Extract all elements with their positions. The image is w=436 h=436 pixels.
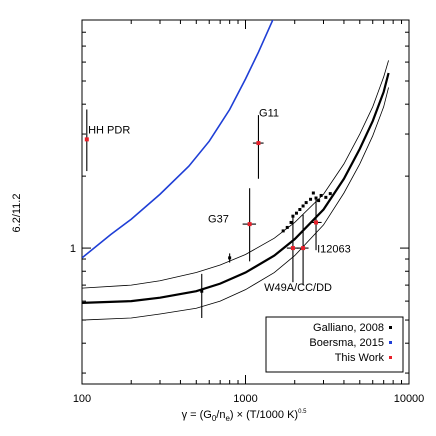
axis-ticks xyxy=(81,19,410,384)
data-point-this-work xyxy=(84,137,89,142)
data-point-galliano xyxy=(304,201,308,205)
axis-tick-labels: 100 1000 10000 1 xyxy=(70,243,424,405)
annotation-label: HH PDR xyxy=(88,124,130,136)
data-point-this-work xyxy=(256,141,261,146)
data-point-galliano xyxy=(328,192,332,196)
data-point-galliano xyxy=(319,193,323,197)
legend: Galliano, 2008 Boersma, 2015 This Work xyxy=(265,316,404,373)
data-points xyxy=(84,137,332,293)
data-point-galliano xyxy=(314,196,318,200)
x-tick-label: 100 xyxy=(73,393,91,405)
y-axis-label: 6.2/11.2 xyxy=(11,194,23,233)
annotation-label: G37 xyxy=(208,213,229,225)
x-axis-label-main: γ = (G xyxy=(182,409,212,421)
data-point-galliano xyxy=(309,197,313,201)
legend-marker-galliano xyxy=(389,326,392,329)
data-point-this-work xyxy=(290,246,295,251)
model-curve-thin xyxy=(82,87,389,321)
legend-label-galliano: Galliano, 2008 xyxy=(313,322,384,334)
data-point-galliano xyxy=(289,220,293,224)
data-point-galliano xyxy=(228,256,232,260)
data-point-galliano xyxy=(324,195,328,199)
model-curves xyxy=(82,20,390,321)
x-axis-label-sub0: 0 xyxy=(212,414,217,423)
legend-label-boersma: Boersma, 2015 xyxy=(309,337,384,349)
data-point-this-work xyxy=(247,222,252,227)
x-axis-label-mid: /n xyxy=(216,409,225,421)
data-point-galliano xyxy=(294,211,298,215)
legend-marker-this-work xyxy=(389,356,392,359)
x-tick-label: 10000 xyxy=(394,393,425,405)
data-point-this-work xyxy=(301,246,306,251)
annotation-label: I12063 xyxy=(317,243,351,255)
legend-box xyxy=(265,316,404,373)
curve-boersma-2015 xyxy=(82,20,274,259)
data-point-galliano xyxy=(285,225,289,229)
legend-label-this-work: This Work xyxy=(335,352,385,364)
data-point-galliano xyxy=(311,191,315,195)
x-axis-label-tail: ) × (T/1000 K) xyxy=(230,409,298,421)
data-point-galliano xyxy=(301,204,305,208)
x-axis-label: γ = (G0/ne) × (T/1000 K)0.5 xyxy=(182,409,308,423)
x-axis-label-sup: 0.5 xyxy=(298,409,307,415)
point-annotations: HH PDR G11 G37 I12063 W49A/CC/DD xyxy=(88,108,351,295)
data-point-galliano xyxy=(298,208,302,212)
x-axis-label-sub1: e xyxy=(225,414,230,423)
data-point-galliano xyxy=(317,199,321,203)
data-point-galliano xyxy=(200,289,204,293)
x-tick-label: 1000 xyxy=(233,393,257,405)
legend-marker-boersma xyxy=(389,341,392,344)
model-curve-thick xyxy=(82,72,390,304)
y-tick-label: 1 xyxy=(70,243,76,255)
annotation-label: W49A/CC/DD xyxy=(264,282,332,294)
data-point-this-work xyxy=(314,220,319,225)
annotation-label: G11 xyxy=(259,108,279,120)
data-point-galliano xyxy=(291,214,295,218)
data-point-galliano xyxy=(281,229,285,233)
